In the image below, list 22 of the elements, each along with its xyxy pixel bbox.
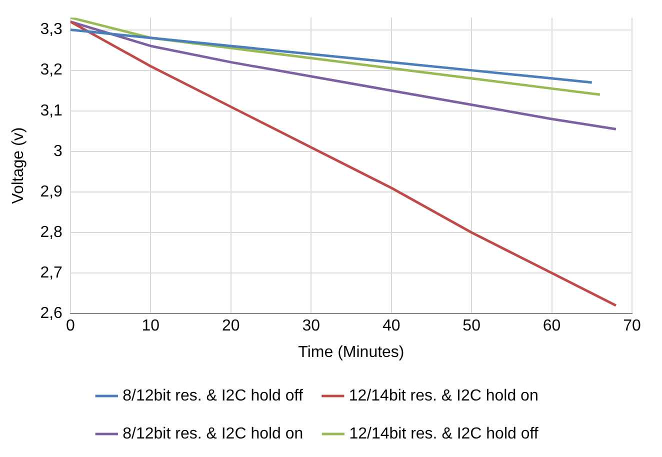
y-tick-label: 3,3 — [40, 21, 63, 38]
y-tick-label: 3 — [54, 142, 63, 160]
x-axis-title: Time (Minutes) — [298, 344, 404, 361]
y-tick-label: 2,7 — [40, 264, 63, 282]
x-tick-label: 40 — [382, 318, 400, 335]
y-tick-label: 2,9 — [40, 183, 63, 200]
y-tick-label: 2,8 — [40, 224, 63, 241]
y-tick-label: 3,2 — [40, 62, 63, 79]
y-tick-label: 2,6 — [40, 305, 63, 322]
legend-label: 12/14bit res. & I2C hold on — [348, 387, 538, 404]
x-tick-label: 0 — [66, 318, 75, 335]
x-tick-label: 30 — [302, 318, 320, 335]
legend-label: 8/12bit res. & I2C hold off — [122, 387, 304, 404]
legend-label: 8/12bit res. & I2C hold on — [122, 425, 304, 442]
y-tick-label: 3,1 — [40, 102, 63, 120]
legend-label: 12/14bit res. & I2C hold off — [349, 425, 539, 442]
x-tick-label: 50 — [462, 318, 481, 335]
y-axis-title: Voltage (v) — [10, 127, 28, 204]
x-tick-label: 10 — [142, 318, 160, 335]
x-tick-label: 70 — [623, 318, 641, 335]
x-tick-label: 20 — [222, 318, 240, 335]
x-tick-label: 60 — [542, 318, 561, 335]
